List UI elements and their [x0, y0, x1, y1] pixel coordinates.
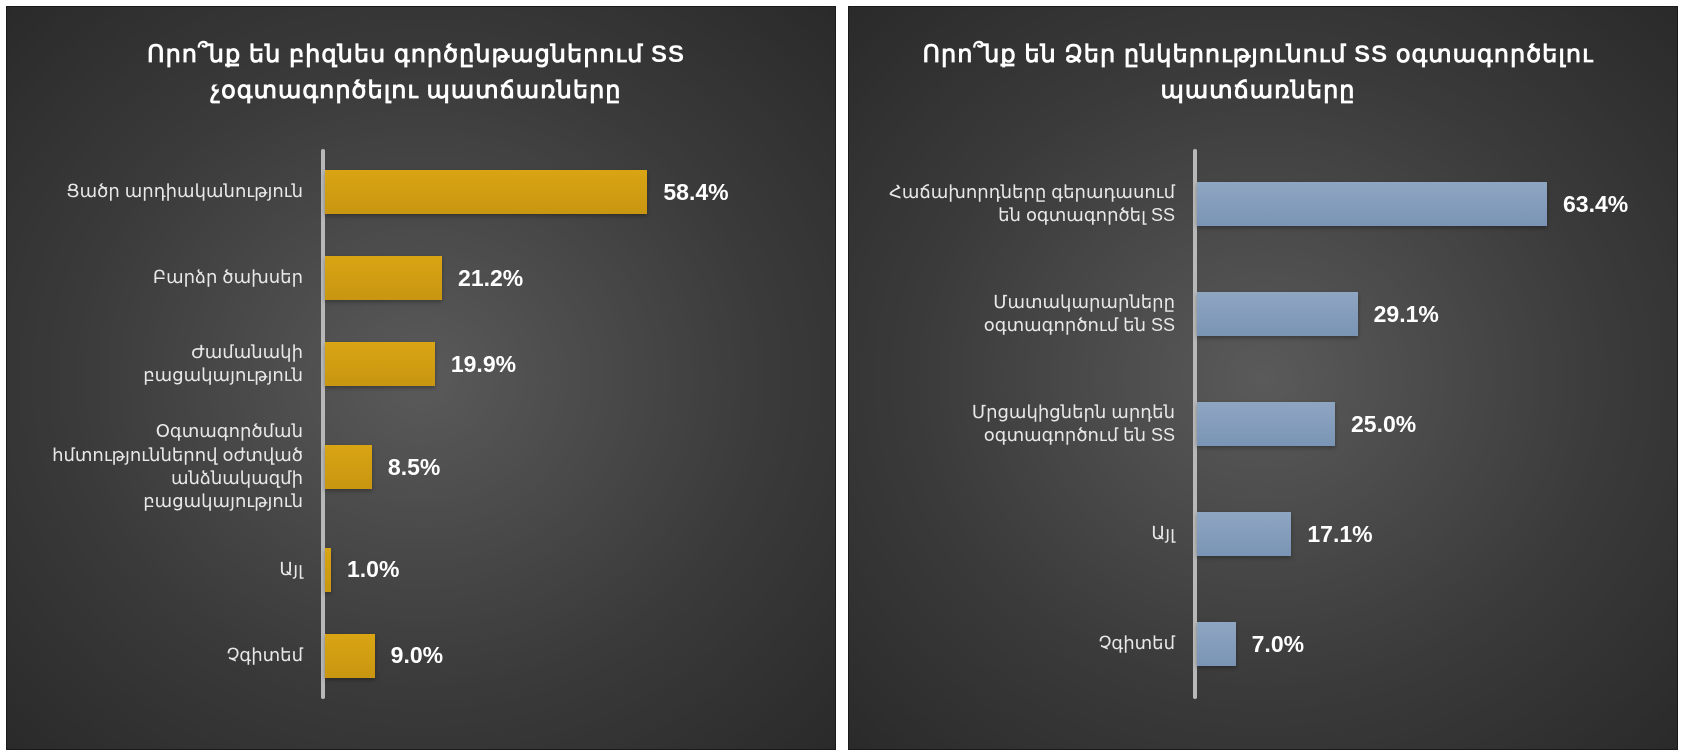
bar-row: Օգտագործման հմտություններով օժտված անձնա…	[37, 420, 795, 514]
bar-label: Այլ	[879, 522, 1189, 545]
bar-value: 1.0%	[347, 556, 399, 583]
bar-value: 8.5%	[388, 454, 440, 481]
chart-area: Հաճախորդները գերադասում են օգտագործել SS…	[879, 149, 1637, 719]
bar	[1197, 402, 1335, 446]
bars-container: Հաճախորդները գերադասում են օգտագործել SS…	[879, 149, 1637, 719]
bar-value: 19.9%	[451, 351, 516, 378]
bar-value: 29.1%	[1374, 301, 1439, 328]
bar	[325, 256, 442, 300]
bar	[325, 170, 647, 214]
bar-wrapper: 19.9%	[317, 342, 795, 386]
chart-area: Ցածր արդիականություն 58.4% Բարձր ծախսեր 21.…	[37, 149, 795, 719]
bar-label: Մատակարարները օգտագործում են SS	[879, 291, 1189, 338]
bar-wrapper: 7.0%	[1189, 622, 1637, 666]
bar-label: Այլ	[37, 558, 317, 581]
bar	[1197, 292, 1358, 336]
bar-row: Չգիտեմ 9.0%	[37, 626, 795, 686]
bar-label: Չգիտեմ	[37, 644, 317, 667]
bar-value: 63.4%	[1563, 191, 1628, 218]
bar-wrapper: 21.2%	[317, 256, 795, 300]
bar-label: Բարձր ծախսեր	[37, 266, 317, 289]
bar-row: Մրցակիցներն արդեն օգտագործում են SS 25.0%	[879, 394, 1637, 454]
bar-row: Այլ 17.1%	[879, 504, 1637, 564]
bar-wrapper: 8.5%	[317, 445, 795, 489]
bar-row: Ցածր արդիականություն 58.4%	[37, 162, 795, 222]
bar-label: Օգտագործման հմտություններով օժտված անձնա…	[37, 420, 317, 514]
chart-panel-1: Որո՞նք են Ձեր ընկերությունում SS օգտագոր…	[848, 6, 1678, 750]
bar-wrapper: 58.4%	[317, 170, 795, 214]
bar-label: Ժամանակի բացակայություն	[37, 341, 317, 388]
axis-line	[321, 149, 325, 699]
bar	[325, 342, 435, 386]
bar-label: Ցածր արդիականություն	[37, 180, 317, 203]
bar-row: Չգիտեմ 7.0%	[879, 614, 1637, 674]
bar-label: Հաճախորդները գերադասում են օգտագործել SS	[879, 181, 1189, 228]
bar	[1197, 622, 1236, 666]
panel-title: Որո՞նք են բիզնես գործընթացներում SS չօգտ…	[37, 37, 795, 109]
bar-row: Մատակարարները օգտագործում են SS 29.1%	[879, 284, 1637, 344]
bar	[325, 445, 372, 489]
bar-row: Այլ 1.0%	[37, 540, 795, 600]
bar-wrapper: 1.0%	[317, 548, 795, 592]
bar-value: 25.0%	[1351, 411, 1416, 438]
bar-row: Հաճախորդները գերադասում են օգտագործել SS…	[879, 174, 1637, 234]
bar-wrapper: 63.4%	[1189, 182, 1637, 226]
bar	[325, 634, 375, 678]
bar	[1197, 182, 1547, 226]
bar-value: 17.1%	[1307, 521, 1372, 548]
bar-wrapper: 25.0%	[1189, 402, 1637, 446]
chart-panel-0: Որո՞նք են բիզնես գործընթացներում SS չօգտ…	[6, 6, 836, 750]
bar-label: Չգիտեմ	[879, 632, 1189, 655]
bar-value: 9.0%	[391, 642, 443, 669]
bar-row: Ժամանակի բացակայություն 19.9%	[37, 334, 795, 394]
bar-label: Մրցակիցներն արդեն օգտագործում են SS	[879, 401, 1189, 448]
bar-value: 58.4%	[663, 179, 728, 206]
bar-row: Բարձր ծախսեր 21.2%	[37, 248, 795, 308]
bar-wrapper: 29.1%	[1189, 292, 1637, 336]
panel-title: Որո՞նք են Ձեր ընկերությունում SS օգտագոր…	[879, 37, 1637, 109]
bar	[1197, 512, 1291, 556]
bar-wrapper: 9.0%	[317, 634, 795, 678]
bar	[325, 548, 331, 592]
bars-container: Ցածր արդիականություն 58.4% Բարձր ծախսեր 21.…	[37, 149, 795, 719]
bar-wrapper: 17.1%	[1189, 512, 1637, 556]
bar-value: 7.0%	[1252, 631, 1304, 658]
bar-value: 21.2%	[458, 265, 523, 292]
